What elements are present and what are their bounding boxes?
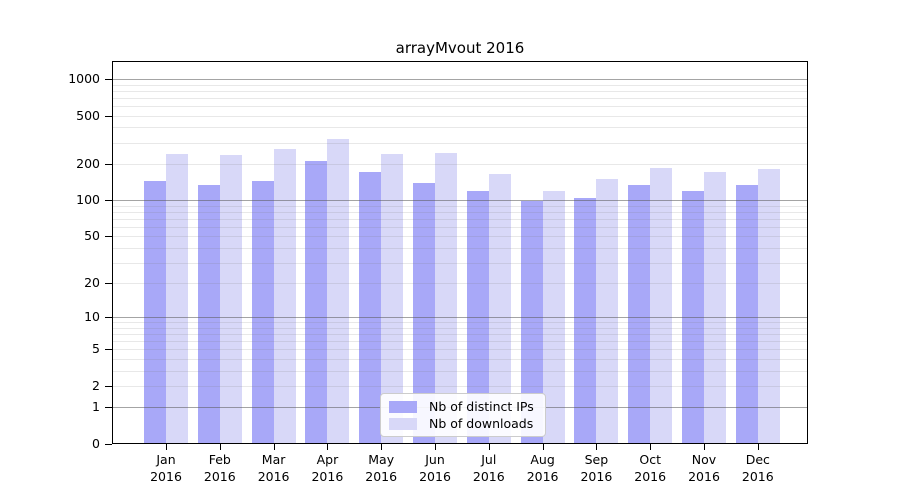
- bar-downloads-jan: [166, 153, 188, 444]
- x-tick-mark: [757, 444, 759, 450]
- bar-downloads-apr: [327, 139, 350, 444]
- bar-downloads-jul: [488, 173, 511, 444]
- chart-title: arrayMvout 2016: [395, 39, 525, 57]
- bar-downloads-dec: [757, 169, 780, 444]
- bar-ips-mar: [251, 180, 274, 444]
- x-tick-label-jan: Jan 2016: [150, 452, 182, 484]
- legend: Nb of distinct IPs Nb of downloads: [380, 393, 546, 437]
- x-tick-label-mar: Mar 2016: [257, 452, 290, 484]
- y-tick-label: 100: [76, 192, 100, 208]
- y-tick-label: 10: [84, 309, 100, 325]
- x-tick-mark: [435, 444, 436, 450]
- y-tick-label: 500: [76, 107, 100, 123]
- y-tick-mark: [105, 200, 112, 202]
- y-tick-label: 50: [84, 228, 100, 244]
- y-tick-label: 200: [76, 155, 100, 171]
- x-tick-label-dec: Dec 2016: [741, 452, 774, 484]
- x-tick-mark: [327, 444, 329, 450]
- bar-downloads-nov: [704, 172, 726, 444]
- legend-label-downloads: Nb of downloads: [429, 416, 534, 431]
- x-tick-label-aug: Aug 2016: [526, 452, 559, 484]
- x-tick-label-nov: Nov 2016: [688, 452, 720, 484]
- y-tick-mark: [105, 407, 112, 409]
- bar-downloads-jun: [435, 153, 457, 444]
- x-tick-label-apr: Apr 2016: [311, 452, 344, 484]
- x-tick-mark: [488, 444, 490, 450]
- x-tick-label-may: May 2016: [365, 452, 398, 484]
- bar-ips-jan: [144, 180, 166, 444]
- y-tick-mark: [105, 163, 112, 165]
- legend-swatch-downloads: [389, 417, 417, 430]
- y-tick-label: 5: [92, 341, 100, 357]
- x-tick-mark: [542, 444, 544, 450]
- bar-ips-feb: [197, 184, 220, 444]
- y-tick-label: 1000: [68, 71, 100, 86]
- x-tick-label-jul: Jul 2016: [472, 452, 505, 484]
- bar-downloads-feb: [219, 154, 242, 444]
- x-tick-label-sep: Sep 2016: [580, 452, 613, 484]
- x-tick-label-oct: Oct 2016: [634, 452, 667, 484]
- y-tick-label: 2: [92, 378, 100, 393]
- bar-ips-oct: [628, 184, 651, 444]
- legend-label-distinct-ips: Nb of distinct IPs: [429, 399, 534, 414]
- y-tick-label: 1: [92, 399, 100, 415]
- x-tick-mark: [166, 444, 167, 450]
- bar-downloads-sep: [596, 178, 619, 444]
- bar-ips-nov: [682, 190, 704, 444]
- bar-downloads-mar: [273, 149, 296, 444]
- bars-layer: [112, 61, 808, 444]
- x-tick-mark: [381, 444, 383, 450]
- y-tick-mark: [105, 283, 112, 285]
- x-tick-mark: [596, 444, 598, 450]
- bar-ips-aug: [520, 201, 543, 444]
- x-tick-label-feb: Feb 2016: [203, 452, 236, 484]
- y-tick-mark: [105, 317, 112, 319]
- x-tick-mark: [650, 444, 652, 450]
- bar-downloads-may: [381, 153, 404, 444]
- bar-ips-sep: [574, 197, 597, 444]
- legend-item-downloads: Nb of downloads: [389, 416, 537, 431]
- bar-downloads-oct: [650, 167, 673, 444]
- y-tick-mark: [105, 444, 112, 445]
- y-tick-mark: [105, 236, 112, 238]
- plot-area: Nb of distinct IPs Nb of downloads: [112, 61, 808, 444]
- x-tick-label-jun: Jun 2016: [419, 452, 451, 484]
- y-tick-mark: [105, 349, 112, 351]
- legend-swatch-distinct-ips: [389, 400, 417, 413]
- bar-ips-apr: [305, 161, 328, 444]
- y-tick-mark: [105, 386, 112, 387]
- bar-ips-may: [359, 172, 382, 444]
- y-tick-label: 20: [84, 275, 100, 291]
- bar-ips-jun: [413, 182, 435, 444]
- x-tick-mark: [273, 444, 275, 450]
- x-tick-mark: [219, 444, 221, 450]
- y-tick-mark: [105, 115, 112, 117]
- bar-ips-dec: [735, 184, 758, 444]
- y-tick-label: 0: [92, 436, 100, 451]
- x-tick-mark: [704, 444, 705, 450]
- y-tick-mark: [105, 79, 112, 80]
- legend-item-distinct-ips: Nb of distinct IPs: [389, 399, 537, 414]
